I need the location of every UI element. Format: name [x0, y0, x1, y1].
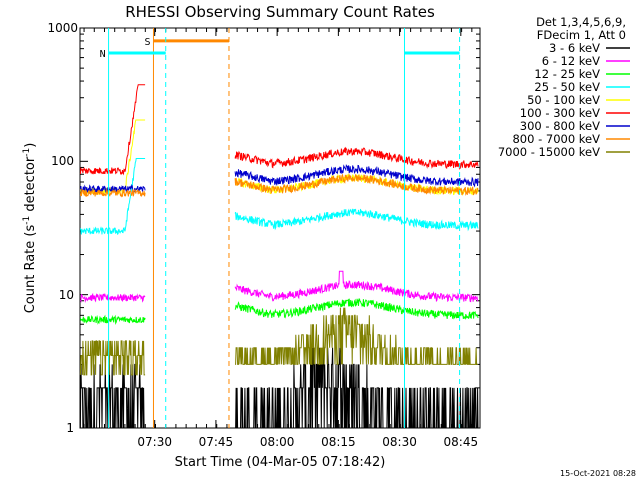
legend-label-3: 25 - 50 keV: [534, 80, 600, 94]
series-2-after-gap: [234, 298, 479, 320]
legend-label-7: 800 - 7000 keV: [512, 132, 600, 146]
series-3-after-gap: [234, 208, 479, 232]
legend-header-line-2: FDecim 1, Att 0: [537, 28, 626, 42]
series-1-before-gap: [79, 292, 146, 304]
series-4-after-gap: [234, 172, 479, 196]
y-tick-label-1: 1: [66, 421, 74, 435]
series-7-before-gap: [79, 188, 146, 198]
x-tick-label: 07:30: [137, 435, 172, 449]
x-axis-label: Start Time (04-Mar-05 07:18:42): [175, 455, 386, 470]
legend: Det 1,3,4,5,6,9, FDecim 1, Att 0 3 - 6 k…: [498, 15, 630, 159]
legend-label-0: 3 - 6 keV: [549, 41, 600, 55]
plot-area: SN: [79, 28, 480, 429]
x-tick-label: 08:00: [260, 435, 295, 449]
legend-label-1: 6 - 12 keV: [542, 54, 600, 68]
interval-flag-0: S: [144, 37, 150, 48]
series-5-before-gap: [79, 84, 146, 176]
legend-label-4: 50 - 100 keV: [527, 93, 600, 107]
series-4-before-gap: [79, 119, 146, 196]
x-tick-label: 07:45: [199, 435, 234, 449]
y-axis-label: Count Rate (s-1 detector-1): [22, 143, 38, 314]
y-tick-label-1000: 1000: [47, 21, 78, 35]
y-tick-label-10: 10: [59, 288, 74, 302]
series-6-after-gap: [234, 164, 479, 188]
legend-label-8: 7000 - 15000 keV: [498, 145, 600, 159]
footer-timestamp: 15-Oct-2021 08:28: [560, 469, 636, 478]
series-0-after-gap: [235, 347, 479, 429]
legend-label-6: 300 - 800 keV: [520, 119, 600, 133]
series-2-before-gap: [79, 314, 146, 326]
x-tick-label: 08:45: [444, 435, 479, 449]
series-0-before-gap: [79, 363, 146, 429]
legend-label-2: 12 - 25 keV: [534, 67, 600, 81]
series-7-after-gap: [234, 173, 479, 196]
series-1-after-gap: [234, 270, 479, 303]
y-tick-label-100: 100: [51, 154, 74, 168]
legend-label-5: 100 - 300 keV: [520, 106, 600, 120]
legend-header-line-1: Det 1,3,4,5,6,9,: [536, 15, 626, 29]
series-5-after-gap: [234, 146, 479, 171]
x-tick-labels: 07:30 07:45 08:00 08:15 08:30 08:45: [137, 435, 478, 449]
series-3-before-gap: [79, 158, 146, 236]
x-tick-label: 08:30: [382, 435, 417, 449]
series-8-after-gap: [235, 307, 478, 365]
series-8-before-gap: [79, 340, 146, 376]
interval-flag-1: N: [100, 49, 106, 60]
chart-title: RHESSI Observing Summary Count Rates: [125, 3, 435, 21]
x-tick-label: 08:15: [321, 435, 356, 449]
